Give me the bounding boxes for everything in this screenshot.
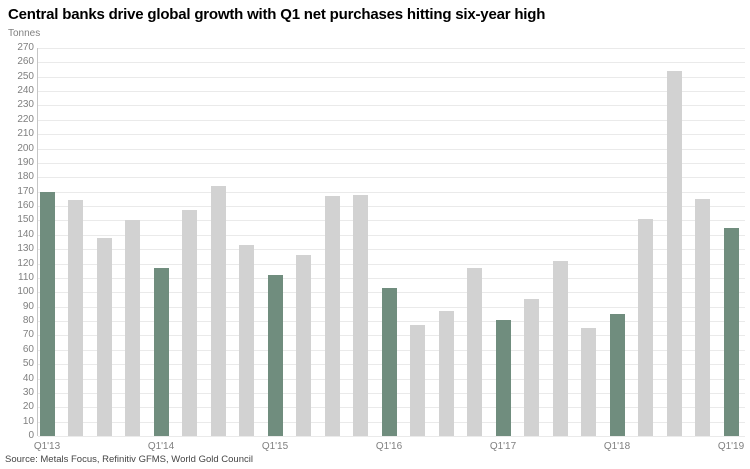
y-tick-label-220: 220 — [17, 113, 34, 125]
bar-Q1-18 — [609, 313, 625, 436]
y-axis-unit-label: Tonnes — [8, 28, 41, 39]
x-axis-tick-labels: Q1'13 Q1'14 Q1'15 Q1'16 Q1'17 Q1'18 Q1'19 — [34, 441, 745, 455]
y-tick-label-120: 120 — [17, 257, 34, 269]
y-tick-label-40: 40 — [22, 372, 34, 384]
y-tick-label-0: 0 — [28, 430, 34, 441]
y-tick-label-90: 90 — [22, 300, 34, 312]
bar-Q3-15 — [324, 196, 340, 436]
bar-Q4-16 — [467, 267, 482, 436]
x-tick-label-Q1-16: Q1'16 — [375, 441, 403, 452]
plot-area — [37, 48, 745, 437]
y-tick-label-190: 190 — [17, 156, 34, 168]
bar-Q1-15 — [267, 275, 283, 436]
y-axis-line — [37, 48, 38, 436]
y-tick-label-100: 100 — [17, 286, 34, 298]
bar-Q2-14 — [182, 210, 197, 436]
gridline-200 — [38, 148, 745, 150]
bar-Q4-14 — [239, 244, 254, 436]
bar-Q2-17 — [524, 299, 539, 436]
gridline-220 — [38, 119, 745, 121]
chart-title: Central banks drive global growth with Q… — [8, 6, 546, 23]
gridline-130 — [38, 249, 745, 251]
bar-Q3-16 — [438, 310, 454, 436]
x-tick-label-Q1-15: Q1'15 — [261, 441, 289, 452]
bar-Q3-17 — [552, 260, 568, 436]
gridline-270 — [38, 48, 745, 49]
gridline-160 — [38, 206, 745, 208]
gridline-260 — [38, 62, 745, 64]
bar-Q3-13 — [96, 237, 112, 436]
x-tick-label-Q1-18: Q1'18 — [603, 441, 631, 452]
x-tick-label-Q1-14: Q1'14 — [147, 441, 175, 452]
y-tick-label-50: 50 — [22, 358, 34, 370]
y-tick-label-30: 30 — [22, 386, 34, 398]
y-tick-label-180: 180 — [17, 171, 34, 183]
y-tick-label-170: 170 — [17, 185, 34, 197]
gridline-240 — [38, 91, 745, 93]
gridline-210 — [38, 134, 745, 136]
y-axis-tick-labels: 0 10 20 30 40 50 60 70 80 90 100 110 120 130 140 150 160… — [0, 42, 34, 441]
y-tick-label-250: 250 — [17, 70, 34, 82]
bar-Q4-15 — [353, 194, 368, 436]
y-tick-label-150: 150 — [17, 214, 34, 226]
bar-Q2-18 — [638, 219, 653, 436]
gridline-110 — [38, 277, 745, 279]
bar-Q1-16 — [381, 288, 397, 436]
y-tick-label-70: 70 — [22, 329, 34, 341]
source-note: Source: Metals Focus, Refinitiv GFMS, Wo… — [5, 454, 253, 465]
bar-Q1-13 — [39, 191, 55, 436]
y-tick-label-140: 140 — [17, 228, 34, 240]
gridline-170 — [38, 191, 745, 193]
gridline-250 — [38, 76, 745, 78]
y-tick-label-200: 200 — [17, 142, 34, 154]
y-tick-label-270: 270 — [17, 42, 34, 53]
bar-Q1-17 — [495, 319, 511, 436]
y-tick-label-210: 210 — [17, 128, 34, 140]
gridline-0 — [38, 436, 745, 437]
bar-Q4-17 — [581, 328, 596, 436]
bar-Q4-18 — [695, 198, 710, 436]
bar-Q1-19 — [723, 227, 739, 436]
y-tick-label-20: 20 — [22, 401, 34, 413]
bar-Q3-14 — [210, 185, 226, 436]
y-tick-label-160: 160 — [17, 200, 34, 212]
y-tick-label-10: 10 — [22, 415, 34, 427]
gridline-120 — [38, 263, 745, 265]
bar-Q2-13 — [68, 200, 83, 436]
bar-Q2-15 — [296, 254, 311, 436]
bar-Q3-18 — [666, 71, 682, 436]
bar-Q1-14 — [153, 267, 169, 436]
gridline-150 — [38, 220, 745, 222]
y-tick-label-240: 240 — [17, 85, 34, 97]
gridline-180 — [38, 177, 745, 179]
y-tick-label-260: 260 — [17, 56, 34, 68]
y-tick-label-80: 80 — [22, 315, 34, 327]
gridline-190 — [38, 162, 745, 164]
y-tick-label-60: 60 — [22, 343, 34, 355]
x-tick-label-Q1-19: Q1'19 — [717, 441, 745, 452]
gridline-140 — [38, 234, 745, 236]
x-tick-label-Q1-13: Q1'13 — [33, 441, 61, 452]
y-tick-label-230: 230 — [17, 99, 34, 111]
gridline-230 — [38, 105, 745, 107]
x-tick-label-Q1-17: Q1'17 — [489, 441, 517, 452]
y-tick-label-130: 130 — [17, 243, 34, 255]
y-tick-label-110: 110 — [18, 271, 34, 283]
bar-Q2-16 — [410, 325, 425, 436]
bar-Q4-13 — [125, 220, 140, 436]
